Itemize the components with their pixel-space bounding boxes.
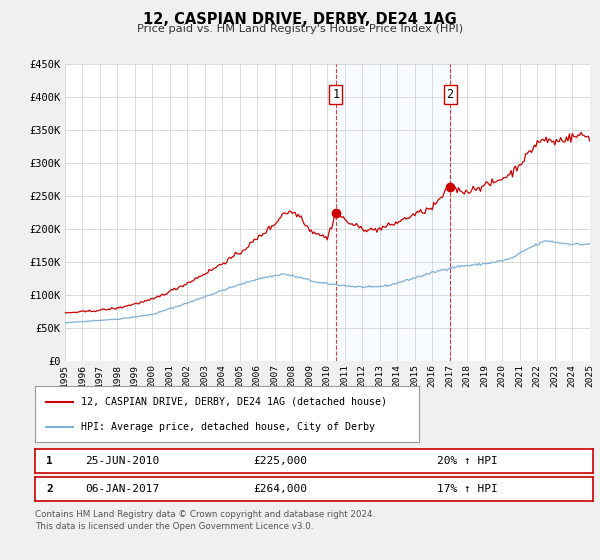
Text: 20% ↑ HPI: 20% ↑ HPI bbox=[437, 456, 497, 466]
Text: 2: 2 bbox=[446, 87, 454, 101]
Text: £264,000: £264,000 bbox=[253, 484, 307, 494]
Text: 17% ↑ HPI: 17% ↑ HPI bbox=[437, 484, 497, 494]
Text: 1: 1 bbox=[332, 87, 340, 101]
Text: HPI: Average price, detached house, City of Derby: HPI: Average price, detached house, City… bbox=[81, 422, 375, 432]
Text: Contains HM Land Registry data © Crown copyright and database right 2024.: Contains HM Land Registry data © Crown c… bbox=[35, 510, 375, 519]
Text: This data is licensed under the Open Government Licence v3.0.: This data is licensed under the Open Gov… bbox=[35, 522, 313, 531]
Text: 1: 1 bbox=[46, 456, 53, 466]
Text: 2: 2 bbox=[46, 484, 53, 494]
Text: 25-JUN-2010: 25-JUN-2010 bbox=[85, 456, 159, 466]
Bar bbox=[336, 64, 450, 361]
Text: 12, CASPIAN DRIVE, DERBY, DE24 1AG: 12, CASPIAN DRIVE, DERBY, DE24 1AG bbox=[143, 12, 457, 27]
Text: Price paid vs. HM Land Registry's House Price Index (HPI): Price paid vs. HM Land Registry's House … bbox=[137, 24, 463, 34]
Text: 06-JAN-2017: 06-JAN-2017 bbox=[85, 484, 159, 494]
Text: 12, CASPIAN DRIVE, DERBY, DE24 1AG (detached house): 12, CASPIAN DRIVE, DERBY, DE24 1AG (deta… bbox=[81, 396, 387, 407]
Text: £225,000: £225,000 bbox=[253, 456, 307, 466]
